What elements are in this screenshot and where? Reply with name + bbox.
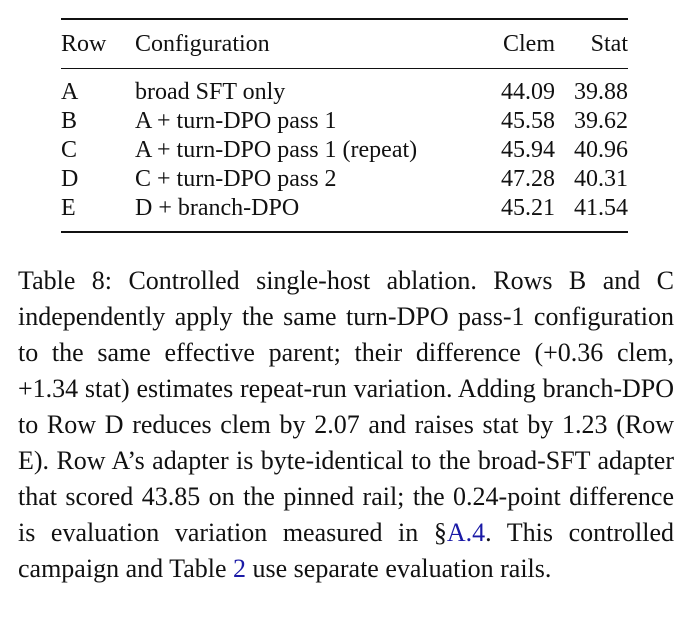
cell-row: A <box>61 79 79 105</box>
table-row: B A + turn-DPO pass 1 45.58 39.62 <box>61 107 628 136</box>
caption-label: Table 8: <box>18 266 113 295</box>
header-configuration: Configuration <box>135 30 270 57</box>
cell-configuration: A + turn-DPO pass 1 (repeat) <box>135 137 418 163</box>
ablation-table-body: A broad SFT only 44.09 39.88 B A + turn-… <box>61 78 628 223</box>
table-top-rule <box>61 18 628 20</box>
table-mid-rule <box>61 68 628 69</box>
results-table: Row Configuration Clem Stat A broad SFT … <box>61 18 628 233</box>
cell-configuration: D + branch-DPO <box>135 195 300 221</box>
cell-row: B <box>61 108 78 134</box>
cell-configuration: A + turn-DPO pass 1 <box>135 108 337 134</box>
table-bottom-rule <box>61 231 628 233</box>
caption-text: . This controlled campaign and Table <box>18 518 674 583</box>
cell-row: C <box>61 137 78 163</box>
caption-text: use separate evaluation rails. <box>246 554 552 583</box>
table-caption: Table 8: Controlled single-host ablation… <box>18 263 674 587</box>
cell-clem: 47.28 <box>501 166 555 192</box>
header-row: Row <box>61 30 107 57</box>
cell-configuration: broad SFT only <box>135 79 286 105</box>
header-stat: Stat <box>590 30 628 57</box>
cell-stat: 39.88 <box>574 79 628 105</box>
cell-clem: 44.09 <box>501 79 555 105</box>
cell-stat: 40.96 <box>574 137 628 163</box>
caption-paragraph: Table 8: Controlled single-host ablation… <box>18 263 674 587</box>
section-link[interactable]: A.4 <box>446 518 486 547</box>
table-row: A broad SFT only 44.09 39.88 <box>61 78 628 107</box>
table-row: D C + turn-DPO pass 2 47.28 40.31 <box>61 165 628 194</box>
cell-stat: 39.62 <box>574 108 628 134</box>
cell-row: D <box>61 166 79 192</box>
table-row: E D + branch-DPO 45.21 41.54 <box>61 194 628 223</box>
cell-row: E <box>61 195 76 221</box>
table-link[interactable]: 2 <box>233 554 247 583</box>
header-clem: Clem <box>503 30 555 57</box>
cell-clem: 45.21 <box>501 195 555 221</box>
cell-clem: 45.94 <box>501 137 555 163</box>
table-row: C A + turn-DPO pass 1 (repeat) 45.94 40.… <box>61 136 628 165</box>
cell-configuration: C + turn-DPO pass 2 <box>135 166 337 192</box>
caption-text: Controlled single-host ablation. Rows B … <box>18 266 674 547</box>
table-header-row: Row Configuration Clem Stat <box>61 20 628 68</box>
cell-clem: 45.58 <box>501 108 555 134</box>
cell-stat: 41.54 <box>574 195 628 221</box>
cell-stat: 40.31 <box>574 166 628 192</box>
ablation-table: Row Configuration Clem Stat <box>61 20 628 68</box>
